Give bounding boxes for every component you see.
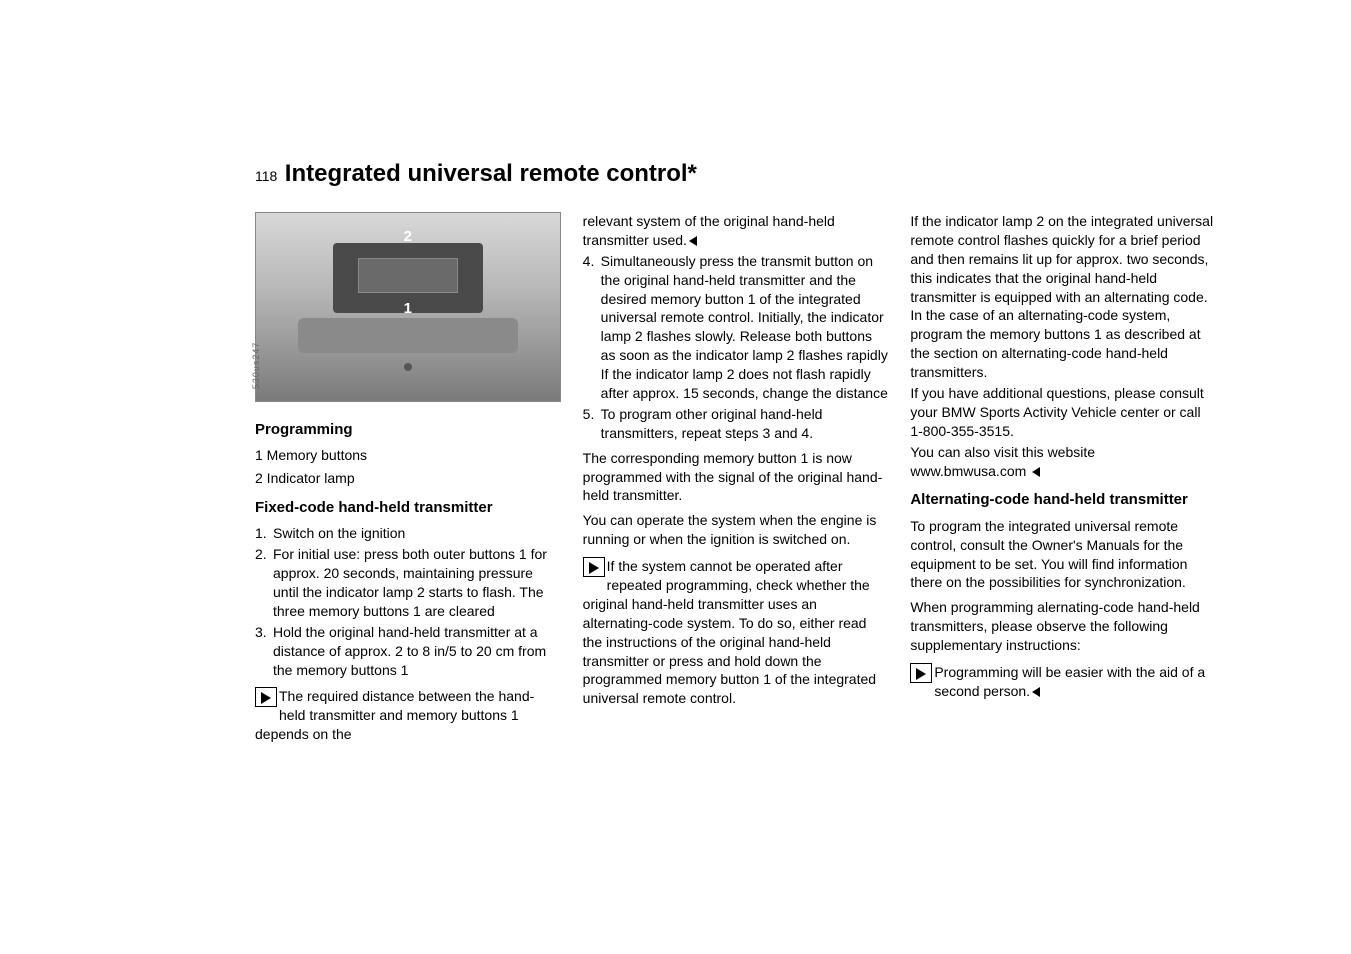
fixed-code-steps: Switch on the ignition For initial use: … — [255, 524, 561, 679]
legend-item-2: 2 Indicator lamp — [255, 469, 561, 488]
note-triangle-icon — [910, 663, 932, 683]
overhead-console-diagram: 2 1 530us247 — [255, 212, 561, 402]
para-alt-observe: When programming alernating-code hand-he… — [910, 598, 1216, 655]
note-triangle-icon — [583, 557, 605, 577]
diagram-side-label: 530us247 — [250, 341, 262, 389]
step-1: Switch on the ignition — [255, 524, 561, 543]
heading-programming: Programming — [255, 420, 561, 440]
para-programmed: The corresponding memory button 1 is now… — [583, 449, 889, 506]
website-url: www.bmwusa.com — [910, 463, 1026, 479]
note-cannot-operate: If the system cannot be operated after r… — [583, 557, 889, 708]
column-1: 2 1 530us247 Programming 1 Memory button… — [255, 212, 561, 744]
column-3: If the indicator lamp 2 on the integrate… — [910, 212, 1216, 744]
legend-item-1: 1 Memory buttons — [255, 446, 561, 465]
heading-alternating: Alternating-code hand-held transmitter — [910, 490, 1216, 510]
para-indicator-lamp: If the indicator lamp 2 on the integrate… — [910, 212, 1216, 382]
fixed-code-steps-cont: Simultaneously press the transmit button… — [583, 252, 889, 443]
page-header: 118 Integrated universal remote control* — [255, 160, 1216, 188]
step-3: Hold the original hand-held transmitter … — [255, 623, 561, 680]
note-second-person-text: Programming will be easier with the aid … — [910, 663, 1216, 701]
note-continued: relevant system of the original hand-hel… — [583, 212, 889, 250]
end-mark-icon — [1032, 467, 1040, 477]
column-2: relevant system of the original hand-hel… — [583, 212, 889, 744]
note-distance-text: The required distance between the hand-h… — [255, 687, 561, 744]
diagram-lower-shape — [298, 318, 518, 353]
heading-fixed-code: Fixed-code hand-held transmitter — [255, 498, 561, 518]
note-distance: The required distance between the hand-h… — [255, 687, 561, 744]
note-second-person-inner: Programming will be easier with the aid … — [934, 664, 1205, 699]
para-questions: If you have additional questions, please… — [910, 384, 1216, 441]
step-5: To program other original hand-held tran… — [583, 405, 889, 443]
para-website: You can also visit this website www.bmwu… — [910, 443, 1216, 481]
end-mark-icon — [689, 236, 697, 246]
page-number: 118 — [255, 168, 277, 184]
para-operate: You can operate the system when the engi… — [583, 511, 889, 549]
callout-1: 1 — [404, 299, 412, 319]
diagram-dot-shape — [404, 363, 412, 371]
note-continued-text: relevant system of the original hand-hel… — [583, 213, 835, 248]
end-mark-icon — [1032, 687, 1040, 697]
website-intro: You can also visit this website — [910, 444, 1095, 460]
callout-2: 2 — [404, 227, 412, 247]
note-second-person: Programming will be easier with the aid … — [910, 663, 1216, 701]
content-columns: 2 1 530us247 Programming 1 Memory button… — [255, 212, 1216, 744]
step-4: Simultaneously press the transmit button… — [583, 252, 889, 403]
page-title: Integrated universal remote control* — [285, 160, 697, 188]
para-alt-program: To program the integrated universal remo… — [910, 517, 1216, 593]
note-triangle-icon — [255, 687, 277, 707]
diagram-panel-shape — [358, 258, 458, 293]
step-2: For initial use: press both outer button… — [255, 545, 561, 621]
note-cannot-operate-text: If the system cannot be operated after r… — [583, 557, 889, 708]
